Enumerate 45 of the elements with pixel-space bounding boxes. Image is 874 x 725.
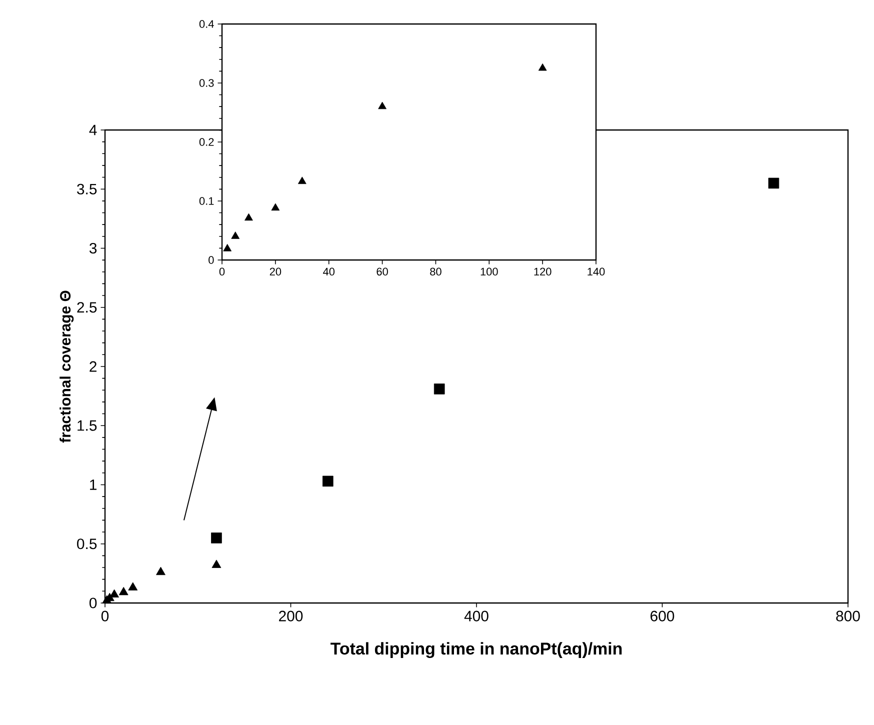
y-tick-label: 0.3 (199, 79, 214, 87)
x-tick-label: 20 (270, 268, 282, 276)
x-tick-label: 0 (219, 268, 225, 276)
x-tick-label: 200 (279, 610, 303, 622)
y-tick-label: 0 (208, 256, 214, 264)
point (322, 476, 334, 487)
x-tick-label: 120 (534, 268, 552, 276)
y-tick-label: 0.1 (199, 197, 214, 205)
y-tick-label: 0.2 (199, 138, 214, 146)
x-tick-label: 40 (323, 268, 335, 276)
point (244, 213, 253, 221)
point (128, 582, 138, 590)
y-tick-label: 4 (89, 124, 97, 136)
x-tick-label: 140 (588, 268, 605, 276)
point (298, 176, 306, 184)
point (434, 384, 445, 394)
x-tick-label: 400 (464, 610, 488, 622)
point (211, 532, 222, 544)
x-tick-label: 800 (836, 610, 860, 622)
y-tick-label: 2 (90, 361, 96, 372)
y-tick-label: 3.5 (77, 184, 97, 194)
point (212, 560, 222, 568)
x-tick-label: 100 (480, 268, 498, 276)
y-tick-label: 1.5 (78, 420, 97, 431)
point (156, 566, 166, 576)
x-tick-label: 0 (101, 610, 109, 622)
point (110, 589, 119, 598)
point (223, 244, 232, 252)
y-tick-label: 2.5 (77, 302, 97, 313)
point (231, 232, 240, 239)
x-axis-title: Total dipping time in nanoPt(aq)/min (330, 642, 622, 658)
x-tick-label: 80 (430, 268, 442, 276)
y-tick-label: 0.4 (199, 20, 214, 28)
y-tick-label: 0 (90, 598, 97, 608)
point (118, 586, 128, 596)
y-axis-title: fractional coverage Θ (60, 290, 74, 443)
y-tick-label: 3 (89, 242, 97, 254)
point (271, 203, 280, 211)
y-tick-label: 0.5 (77, 538, 97, 550)
x-tick-label: 60 (376, 268, 388, 276)
point (538, 63, 547, 71)
x-tick-label: 600 (650, 610, 674, 622)
point (378, 102, 386, 110)
y-tick-label: 1 (90, 480, 97, 490)
point (768, 178, 780, 189)
